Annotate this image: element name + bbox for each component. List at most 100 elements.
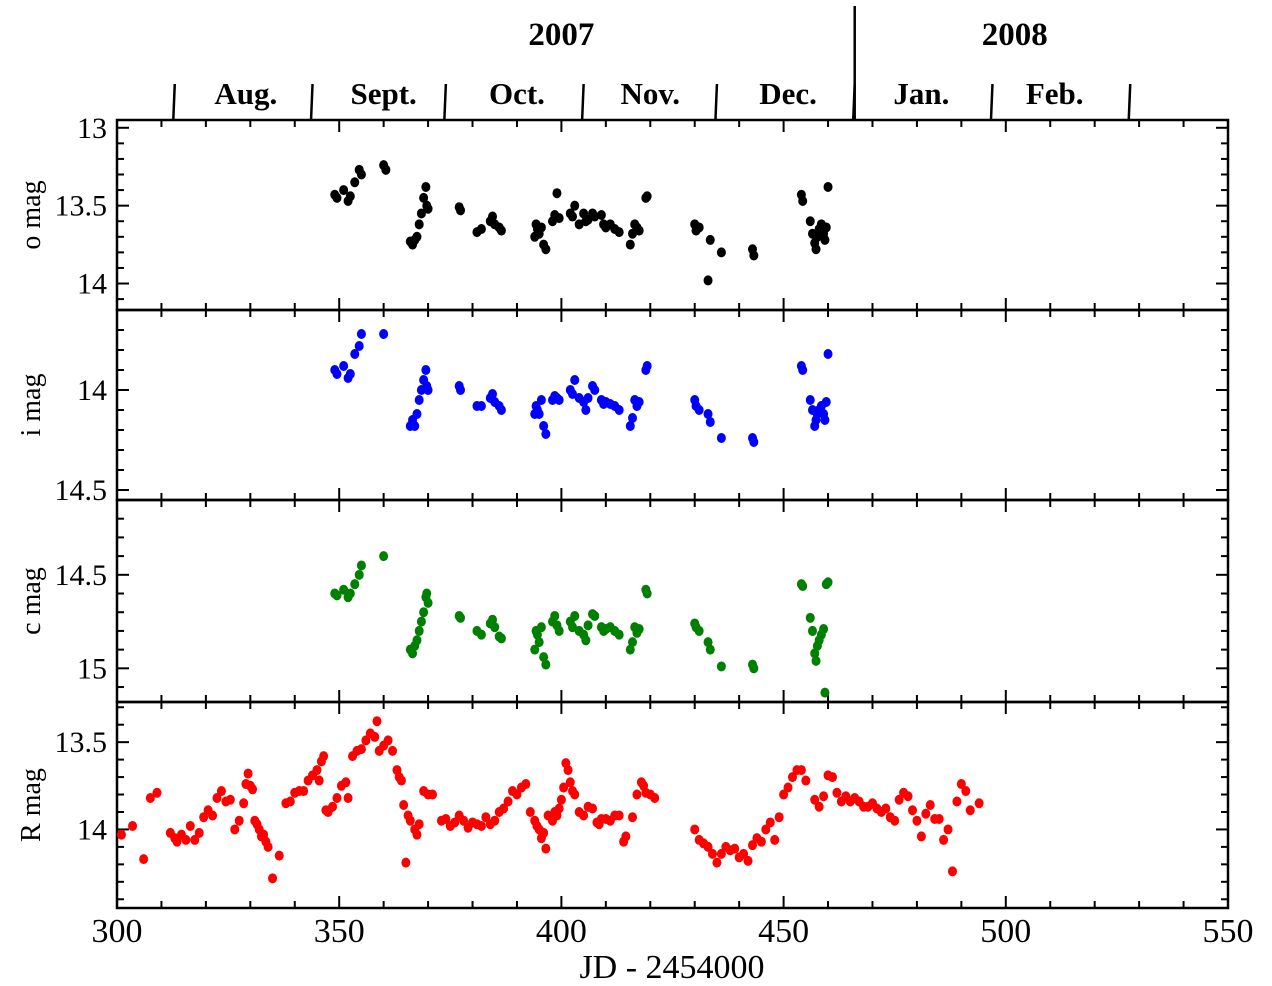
data-point — [428, 789, 438, 800]
data-point — [414, 219, 424, 230]
panel-o-mag: 13 13.5 14 o mag — [16, 112, 1230, 312]
month-divider — [309, 83, 314, 121]
y-tick-label: 13 — [77, 112, 107, 145]
data-point — [827, 772, 837, 783]
y-tick-label: 14 — [77, 374, 107, 407]
y-axis-title: o mag — [16, 180, 47, 249]
data-point — [819, 791, 829, 802]
data-point — [628, 637, 638, 648]
y-tick-label: 14 — [77, 813, 107, 846]
data-point — [554, 395, 564, 405]
data-point — [490, 815, 500, 826]
data-point — [568, 622, 578, 633]
data-point — [716, 848, 726, 859]
data-point — [583, 620, 593, 631]
data-point — [379, 551, 389, 562]
data-point — [707, 848, 717, 859]
data-point — [770, 834, 780, 845]
data-point — [568, 211, 578, 222]
data-point — [534, 637, 544, 648]
x-axis: JD - 2454000 300 350 400 450 500 550 — [92, 913, 1254, 986]
data-point — [539, 827, 549, 838]
data-point — [823, 577, 833, 588]
data-point — [350, 177, 360, 188]
data-point — [345, 369, 355, 379]
month-label: Nov. — [621, 76, 680, 111]
x-tick-label: 300 — [92, 913, 143, 950]
data-point — [807, 625, 817, 636]
data-point — [541, 244, 551, 255]
data-point — [419, 607, 429, 618]
data-point — [532, 629, 542, 640]
data-point — [503, 796, 513, 807]
panel-r-mag: 13.5 14 R mag — [16, 700, 1230, 910]
data-point — [419, 192, 429, 203]
data-point — [642, 588, 652, 599]
data-point — [476, 401, 486, 411]
data-point — [332, 590, 342, 601]
data-point — [356, 169, 366, 180]
data-point — [388, 745, 398, 756]
data-point — [705, 417, 715, 427]
y-tick-label: 13.5 — [55, 190, 108, 223]
data-point — [642, 361, 652, 371]
month-label: Jan. — [893, 76, 949, 111]
data-point — [414, 819, 424, 830]
data-point — [568, 389, 578, 399]
data-point — [570, 200, 580, 211]
data-point — [372, 716, 382, 727]
data-point — [925, 800, 935, 810]
data-point — [412, 231, 422, 242]
data-point — [456, 385, 466, 395]
data-point — [570, 789, 580, 800]
data-point — [405, 815, 415, 826]
data-point — [821, 397, 831, 407]
data-point — [625, 239, 635, 250]
panel-frame — [115, 498, 1230, 704]
data-point — [761, 824, 771, 835]
data-point — [890, 815, 900, 826]
data-point — [456, 205, 466, 216]
data-point — [703, 409, 713, 419]
data-point — [412, 829, 422, 840]
data-point — [530, 644, 540, 655]
data-point — [787, 772, 797, 783]
data-point — [579, 810, 589, 821]
data-point — [476, 629, 486, 640]
data-point — [894, 794, 904, 805]
data-point — [801, 775, 811, 786]
data-point — [694, 222, 704, 233]
data-point — [534, 409, 544, 419]
data-point — [820, 415, 830, 425]
data-point — [401, 857, 411, 868]
panel-frame — [115, 308, 1230, 502]
data-point — [339, 185, 349, 196]
data-point — [743, 855, 753, 866]
month-label: Sept. — [350, 76, 416, 111]
data-point — [328, 801, 338, 812]
data-point — [268, 873, 278, 884]
data-point — [421, 181, 431, 192]
data-point — [765, 817, 775, 828]
data-point — [810, 648, 820, 659]
data-point — [379, 329, 389, 339]
data-point — [634, 397, 644, 407]
panel-c-mag: 14.5 15 c mag — [16, 498, 1230, 704]
data-point — [559, 782, 569, 793]
month-divider — [443, 83, 448, 121]
month-label: Oct. — [489, 76, 545, 111]
data-point — [650, 793, 660, 804]
data-point — [705, 234, 715, 245]
data-point — [496, 225, 506, 236]
data-point — [356, 744, 366, 755]
data-point — [410, 421, 420, 431]
data-point — [694, 405, 704, 415]
data-point — [820, 234, 830, 245]
data-point — [396, 775, 406, 786]
data-point — [903, 791, 913, 802]
data-point — [212, 793, 222, 804]
data-point — [712, 857, 722, 868]
data-point — [536, 395, 546, 405]
data-point — [625, 421, 635, 431]
data-point — [947, 866, 957, 877]
